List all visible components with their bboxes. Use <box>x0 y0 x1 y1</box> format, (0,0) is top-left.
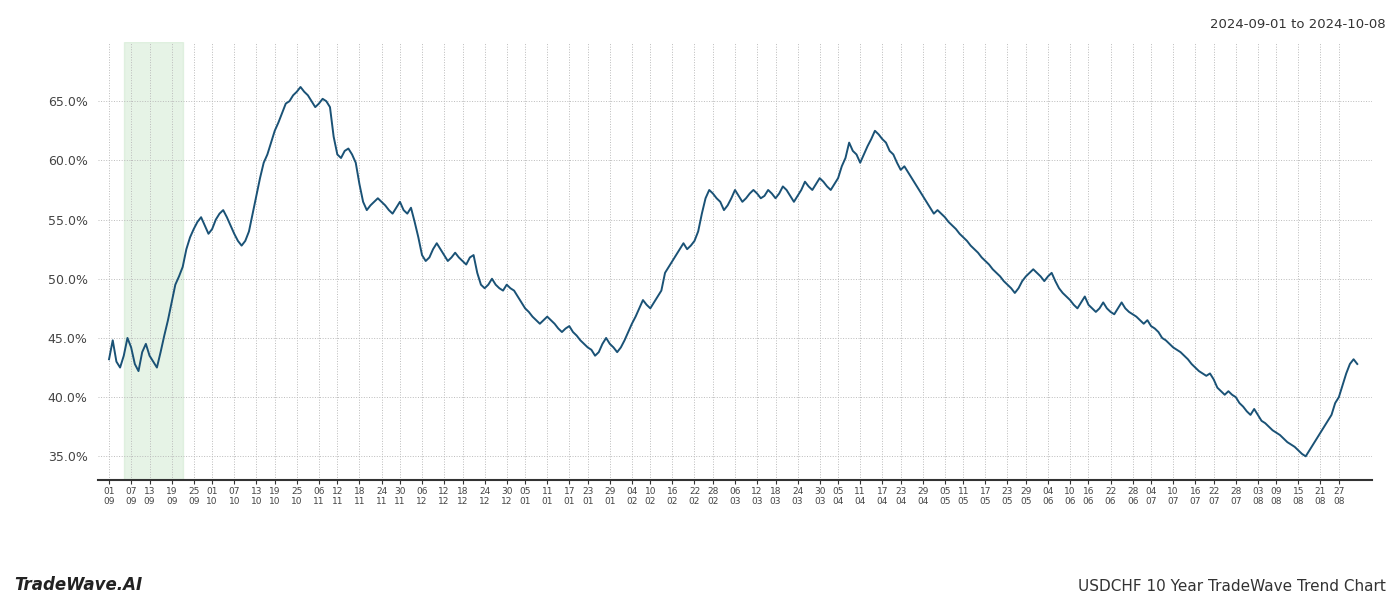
Text: TradeWave.AI: TradeWave.AI <box>14 576 143 594</box>
Text: USDCHF 10 Year TradeWave Trend Chart: USDCHF 10 Year TradeWave Trend Chart <box>1078 579 1386 594</box>
Text: 2024-09-01 to 2024-10-08: 2024-09-01 to 2024-10-08 <box>1211 18 1386 31</box>
Bar <box>123 42 182 480</box>
